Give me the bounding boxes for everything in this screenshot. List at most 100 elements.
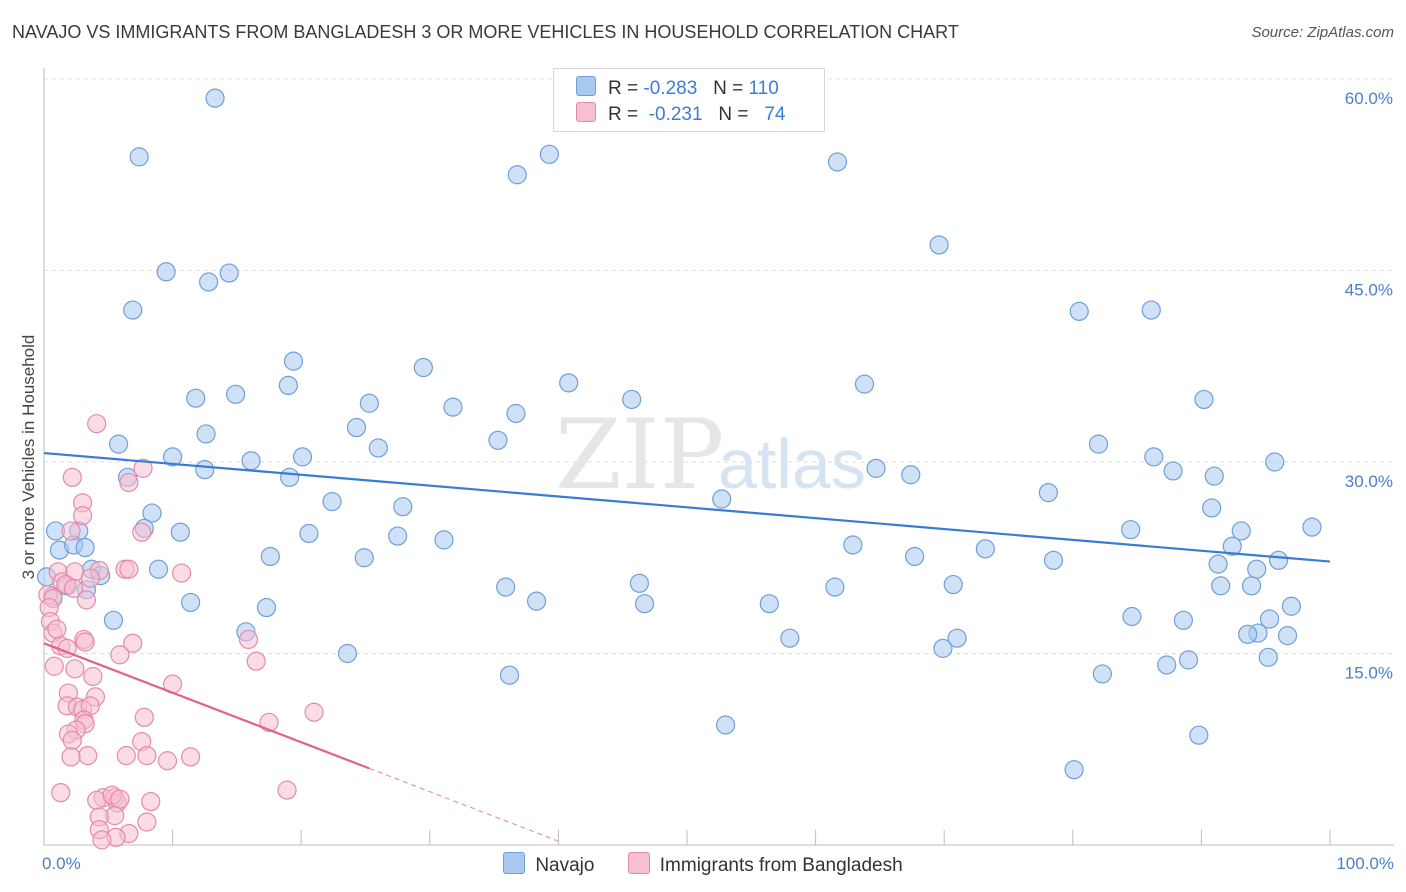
data-point <box>346 417 367 438</box>
data-point <box>933 638 953 658</box>
legend-n-value: 74 <box>764 104 786 125</box>
data-point <box>634 594 655 614</box>
data-point <box>1204 466 1224 486</box>
data-point <box>1194 389 1214 410</box>
data-point <box>172 563 192 583</box>
legend-n-value: 110 <box>748 78 779 99</box>
data-point <box>65 659 85 679</box>
x-tick-label-min: 0.0% <box>42 854 81 873</box>
data-point <box>929 235 949 255</box>
data-point <box>157 751 178 771</box>
data-point <box>1302 517 1322 537</box>
chart-title: NAVAJO VS IMMIGRANTS FROM BANGLADESH 3 O… <box>12 22 959 42</box>
data-point <box>854 374 875 394</box>
correlation-legend: R = -0.283 N = 110 R = -0.231 N = 74 <box>553 68 825 132</box>
data-point <box>1247 559 1267 579</box>
data-point <box>110 645 130 665</box>
data-point <box>1211 576 1231 596</box>
data-point <box>947 628 967 648</box>
data-point <box>1122 606 1142 627</box>
data-point <box>103 610 124 630</box>
data-point <box>1088 434 1109 454</box>
data-point <box>80 568 100 588</box>
legend-swatch-navajo <box>503 852 526 874</box>
data-point <box>1144 447 1164 467</box>
data-point <box>133 458 153 478</box>
legend-r-label: R = <box>608 104 639 125</box>
data-point <box>905 546 925 567</box>
data-point <box>256 597 277 618</box>
y-tick-label: 30.0% <box>1345 472 1393 491</box>
data-point <box>246 651 266 671</box>
data-point <box>132 522 152 542</box>
y-axis-label: 3 or more Vehicles in Household <box>19 335 38 580</box>
legend-n-label: N = <box>713 78 744 99</box>
y-tick-label: 60.0% <box>1345 89 1393 108</box>
data-point <box>1241 576 1262 596</box>
data-point <box>123 633 143 653</box>
data-point <box>1121 520 1141 540</box>
data-point <box>205 88 225 108</box>
data-point <box>72 506 93 526</box>
data-point <box>116 746 136 766</box>
data-point <box>129 147 149 167</box>
data-point <box>241 451 261 471</box>
data-point <box>1157 655 1177 675</box>
data-point <box>92 830 112 850</box>
data-point <box>199 272 219 292</box>
series-bangladesh <box>38 414 324 850</box>
data-point <box>1277 626 1298 646</box>
watermark: ZIP atlas <box>555 399 866 511</box>
data-point <box>488 430 508 450</box>
y-axis-tick-labels: 15.0% 30.0% 45.0% 60.0% <box>1345 89 1393 683</box>
data-point <box>1178 650 1199 670</box>
data-point <box>61 747 81 767</box>
data-point <box>1043 550 1064 570</box>
data-point <box>434 530 454 550</box>
data-point <box>134 707 154 727</box>
data-point <box>393 497 413 517</box>
data-point <box>1281 596 1302 616</box>
data-point <box>1189 725 1209 745</box>
data-point <box>539 144 559 164</box>
data-point <box>75 537 95 558</box>
data-point <box>219 263 239 283</box>
x-axis-ticks <box>43 830 1331 845</box>
data-point <box>283 351 304 371</box>
data-point <box>163 447 183 467</box>
legend-r-value: -0.283 <box>643 78 698 99</box>
data-point <box>507 165 527 185</box>
data-point <box>559 373 579 393</box>
data-point <box>1259 609 1280 629</box>
data-point <box>499 665 520 685</box>
chart-source: Source: ZipAtlas.com <box>1251 24 1394 41</box>
data-point <box>196 424 216 444</box>
data-point <box>843 535 863 555</box>
data-point <box>354 548 374 568</box>
data-point <box>51 783 71 803</box>
data-point <box>715 715 736 735</box>
data-point <box>226 384 246 404</box>
data-point <box>825 577 845 597</box>
data-point <box>413 357 433 378</box>
data-point <box>943 574 963 595</box>
legend-label-navajo: Navajo <box>535 855 595 876</box>
data-point <box>119 472 139 493</box>
gridlines <box>44 78 1394 654</box>
legend-r-label: R = <box>608 78 639 99</box>
data-point <box>388 526 408 546</box>
legend-item-navajo: Navajo <box>503 852 594 877</box>
data-point <box>277 780 297 800</box>
data-point <box>1163 461 1183 481</box>
data-point <box>186 388 206 408</box>
data-point <box>110 789 130 809</box>
data-point <box>359 393 379 413</box>
data-point <box>62 730 82 750</box>
watermark-atlas: atlas <box>718 425 866 503</box>
data-point <box>1092 664 1112 684</box>
data-point <box>75 632 95 652</box>
data-point <box>322 491 342 512</box>
data-point <box>1265 452 1285 472</box>
data-point <box>181 747 201 767</box>
